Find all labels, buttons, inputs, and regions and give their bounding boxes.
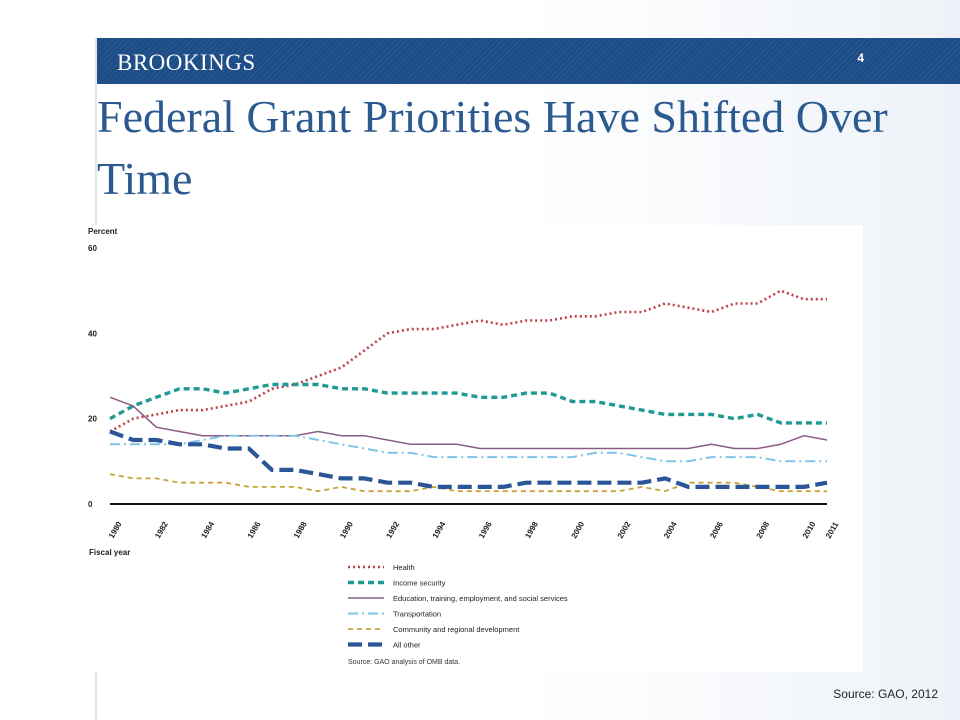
source-note: Source: GAO, 2012: [833, 687, 938, 701]
x-tick-label: 2002: [616, 520, 633, 540]
x-tick-label: 1996: [477, 520, 494, 540]
x-tick-label: 2004: [662, 520, 679, 540]
legend-label: All other: [393, 641, 421, 650]
series-line: [109, 289, 827, 433]
series-line: [110, 434, 827, 463]
series-line: [109, 429, 828, 489]
x-tick-label: 1992: [384, 520, 401, 540]
y-tick-label: 60: [88, 244, 97, 253]
x-tick-label: 1994: [431, 520, 448, 540]
x-tick-label: 1980: [107, 520, 124, 540]
legend-label: Transportation: [393, 610, 441, 619]
legend-label: Income security: [393, 579, 446, 588]
x-tick-label: 1982: [153, 520, 170, 540]
legend-label: Health: [393, 563, 415, 572]
y-tick-label: 20: [88, 415, 97, 424]
line-chart: Percent Fiscal year Source: GAO analysis…: [88, 227, 841, 666]
series-line: [109, 382, 827, 425]
header-banner: BROOKINGS 4: [97, 38, 960, 84]
x-tick-label: 1998: [523, 520, 540, 540]
y-tick-label: 0: [88, 500, 93, 509]
slide-title: Federal Grant Priorities Have Shifted Ov…: [97, 91, 888, 204]
x-tick-label: 1986: [246, 520, 263, 540]
x-tick-label: 2010: [801, 520, 818, 540]
x-tick-label: 1984: [199, 520, 216, 540]
x-tick-label: 1988: [292, 520, 309, 540]
legend-label: Education, training, employment, and soc…: [393, 594, 568, 603]
series-line: [109, 473, 827, 493]
y-axis-label: Percent: [88, 227, 118, 236]
x-axis-label: Fiscal year: [89, 548, 130, 557]
slide-number: 4: [857, 51, 864, 65]
chart-panel: Percent Fiscal year Source: GAO analysis…: [86, 225, 863, 672]
chart-source: Source: GAO analysis of OMB data.: [348, 659, 460, 666]
x-tick-label: 2008: [755, 520, 772, 540]
x-tick-label: 2000: [570, 520, 587, 540]
series-line: [109, 396, 828, 450]
legend-label: Community and regional development: [393, 625, 520, 634]
x-tick-label: 1990: [338, 520, 355, 540]
brand-logo: BROOKINGS: [117, 50, 256, 75]
x-tick-label: 2006: [708, 520, 725, 540]
y-tick-label: 40: [88, 329, 97, 338]
x-tick-label: 2011: [824, 520, 841, 540]
